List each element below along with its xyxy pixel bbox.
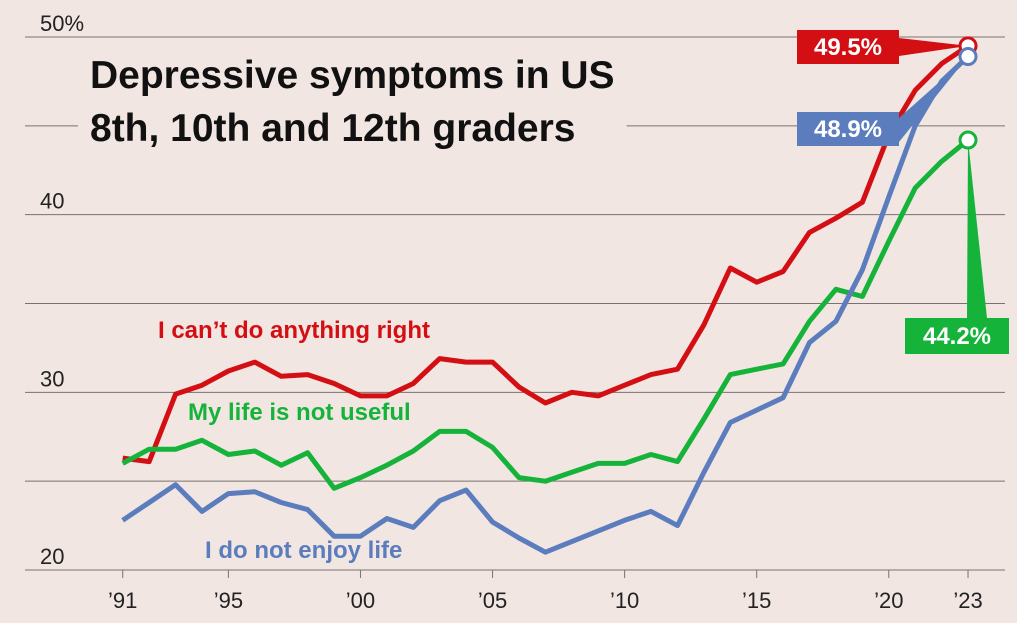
y-tick-label: 20 [40,544,64,569]
series-label: I can’t do anything right [158,317,430,344]
value-label: 44.2% [923,323,991,350]
series-label: My life is not useful [188,399,411,426]
chart-title: Depressive symptoms in US [90,54,615,97]
value-label: 49.5% [814,34,882,61]
value-label-box [905,318,1009,354]
x-tick-label: ’15 [742,588,771,613]
y-tick-label: 40 [40,189,64,214]
value-label: 48.9% [814,116,882,143]
series-line [121,138,970,491]
value-label-box [797,112,899,146]
series-line [122,43,970,465]
x-tick-label: ’91 [108,588,137,613]
label-pointer [899,56,969,142]
title-group: Depressive symptoms in US 8th, 10th and 1… [78,50,627,154]
x-tick-label: ’23 [953,588,982,613]
x-tick-label: ’00 [346,588,375,613]
y-tick-label: 30 [40,366,64,391]
series-label: I do not enjoy life [205,537,402,564]
value-label-box [797,30,899,64]
end-marker [958,47,978,67]
x-tick-label: ’95 [214,588,243,613]
title-background [78,50,627,154]
end-marker [958,130,978,150]
x-tick-label: ’20 [874,588,903,613]
plot: I can’t do anything right My life is not … [121,30,1009,564]
chart-title: 8th, 10th and 12th graders [90,107,575,150]
x-tick-label: ’10 [610,588,639,613]
x-tick-label: ’05 [478,588,507,613]
series-line [121,54,970,555]
label-pointer [899,38,969,56]
y-tick-label: 50% [40,11,84,36]
label-pointer [967,140,987,318]
